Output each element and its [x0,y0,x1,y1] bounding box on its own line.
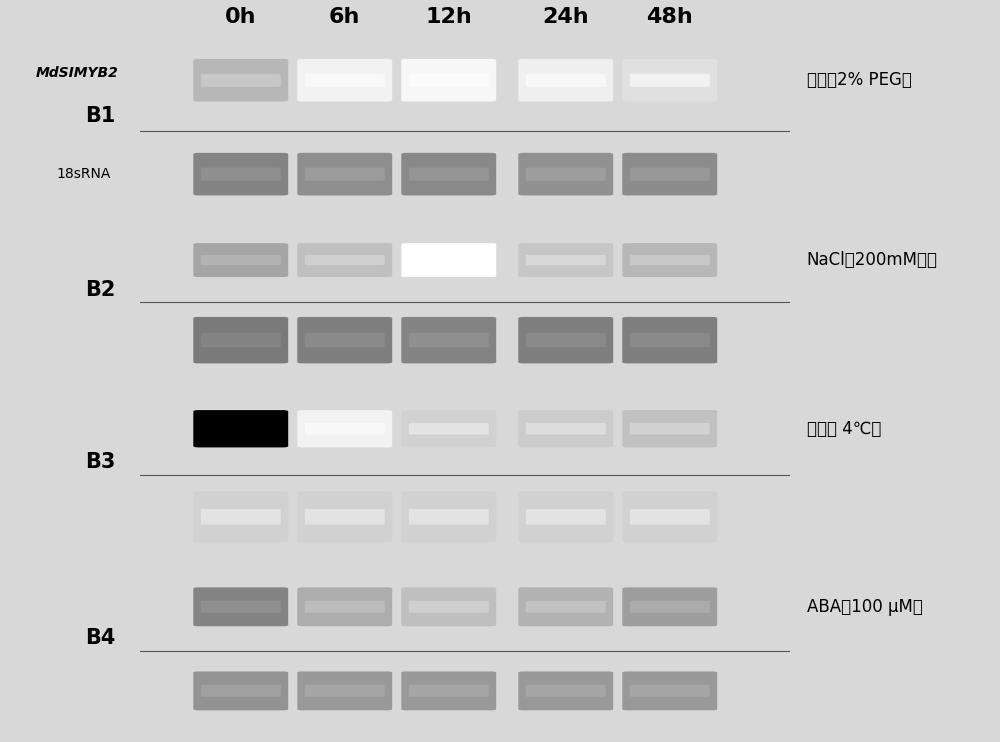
FancyBboxPatch shape [526,423,606,435]
FancyBboxPatch shape [622,59,717,102]
FancyBboxPatch shape [401,59,496,102]
FancyBboxPatch shape [409,333,489,347]
FancyBboxPatch shape [401,491,496,542]
FancyBboxPatch shape [305,509,385,525]
FancyBboxPatch shape [201,601,281,613]
FancyBboxPatch shape [409,509,489,525]
FancyBboxPatch shape [630,73,710,87]
FancyBboxPatch shape [630,333,710,347]
FancyBboxPatch shape [401,153,496,195]
FancyBboxPatch shape [193,59,288,102]
FancyBboxPatch shape [201,73,281,87]
FancyBboxPatch shape [201,168,281,180]
FancyBboxPatch shape [305,601,385,613]
FancyBboxPatch shape [297,588,392,626]
FancyBboxPatch shape [409,423,489,435]
FancyBboxPatch shape [305,685,385,697]
FancyBboxPatch shape [622,491,717,542]
FancyBboxPatch shape [622,672,717,710]
FancyBboxPatch shape [305,255,385,265]
Text: 6h: 6h [329,7,360,27]
FancyBboxPatch shape [401,317,496,364]
FancyBboxPatch shape [622,317,717,364]
FancyBboxPatch shape [305,423,385,435]
FancyBboxPatch shape [518,588,613,626]
FancyBboxPatch shape [409,255,489,265]
FancyBboxPatch shape [297,153,392,195]
Text: 24h: 24h [542,7,589,27]
FancyBboxPatch shape [526,333,606,347]
FancyBboxPatch shape [297,317,392,364]
FancyBboxPatch shape [401,672,496,710]
FancyBboxPatch shape [297,672,392,710]
FancyBboxPatch shape [630,423,710,435]
FancyBboxPatch shape [526,168,606,180]
FancyBboxPatch shape [630,685,710,697]
Text: NaCl（200mM））: NaCl（200mM）） [807,251,938,269]
FancyBboxPatch shape [518,491,613,542]
FancyBboxPatch shape [518,153,613,195]
FancyBboxPatch shape [305,73,385,87]
FancyBboxPatch shape [630,255,710,265]
FancyBboxPatch shape [297,410,392,447]
FancyBboxPatch shape [622,243,717,277]
FancyBboxPatch shape [193,153,288,195]
FancyBboxPatch shape [518,317,613,364]
FancyBboxPatch shape [526,255,606,265]
FancyBboxPatch shape [630,509,710,525]
Text: 18sRNA: 18sRNA [57,167,111,181]
Text: B2: B2 [86,280,116,300]
FancyBboxPatch shape [630,168,710,180]
FancyBboxPatch shape [401,243,496,277]
FancyBboxPatch shape [193,491,288,542]
FancyBboxPatch shape [409,601,489,613]
FancyBboxPatch shape [409,168,489,180]
Text: MdSIMYB2: MdSIMYB2 [36,66,118,80]
FancyBboxPatch shape [409,685,489,697]
FancyBboxPatch shape [401,410,496,447]
FancyBboxPatch shape [518,243,613,277]
FancyBboxPatch shape [526,73,606,87]
FancyBboxPatch shape [297,491,392,542]
FancyBboxPatch shape [193,410,288,447]
Text: B1: B1 [86,106,116,126]
FancyBboxPatch shape [201,333,281,347]
Text: 12h: 12h [425,7,472,27]
FancyBboxPatch shape [305,168,385,180]
FancyBboxPatch shape [297,59,392,102]
FancyBboxPatch shape [526,685,606,697]
FancyBboxPatch shape [526,601,606,613]
FancyBboxPatch shape [193,588,288,626]
FancyBboxPatch shape [630,601,710,613]
FancyBboxPatch shape [518,672,613,710]
FancyBboxPatch shape [201,509,281,525]
Text: 0h: 0h [225,7,256,27]
Text: 干旱（2% PEG）: 干旱（2% PEG） [807,71,912,89]
FancyBboxPatch shape [518,59,613,102]
FancyBboxPatch shape [409,73,489,87]
FancyBboxPatch shape [622,588,717,626]
FancyBboxPatch shape [526,509,606,525]
FancyBboxPatch shape [201,255,281,265]
Text: 48h: 48h [646,7,693,27]
FancyBboxPatch shape [305,333,385,347]
FancyBboxPatch shape [622,153,717,195]
FancyBboxPatch shape [193,672,288,710]
Text: 低温（ 4℃）: 低温（ 4℃） [807,420,881,438]
FancyBboxPatch shape [401,588,496,626]
FancyBboxPatch shape [518,410,613,447]
Text: ABA（100 μM）: ABA（100 μM） [807,598,923,616]
Text: B3: B3 [86,452,116,472]
FancyBboxPatch shape [201,685,281,697]
Text: B4: B4 [86,628,116,648]
FancyBboxPatch shape [193,243,288,277]
FancyBboxPatch shape [622,410,717,447]
FancyBboxPatch shape [193,317,288,364]
FancyBboxPatch shape [297,243,392,277]
